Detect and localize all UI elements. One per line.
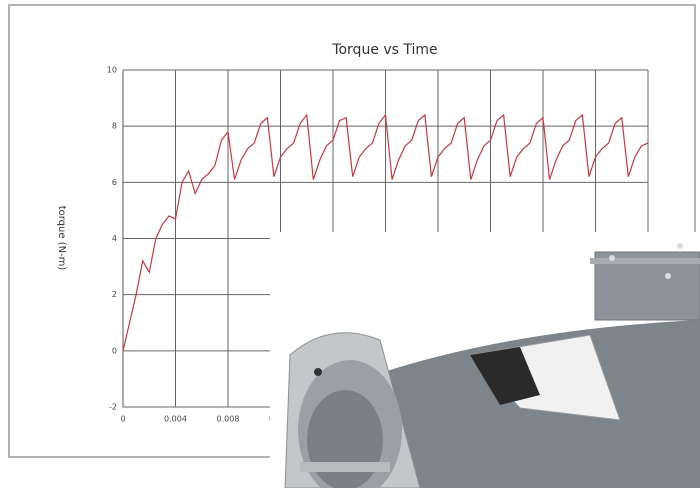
y-tick-label: 8 bbox=[112, 122, 117, 131]
chart: Torque vs Time torque (N-m) -2024681000.… bbox=[0, 0, 700, 488]
x-tick-label: 0 bbox=[120, 415, 125, 424]
y-tick-label: 6 bbox=[112, 178, 117, 187]
x-tick-label: 0.004 bbox=[164, 415, 187, 424]
y-tick-label: 2 bbox=[112, 290, 117, 299]
motor-photo bbox=[270, 232, 700, 488]
y-tick-label: 10 bbox=[107, 66, 117, 75]
chart-title: Torque vs Time bbox=[331, 42, 437, 58]
y-tick-label: -2 bbox=[109, 403, 117, 412]
y-tick-label: 4 bbox=[112, 234, 117, 243]
y-tick-label: 0 bbox=[112, 346, 117, 355]
x-tick-label: 0.008 bbox=[217, 415, 240, 424]
y-axis-label: torque (N-m) bbox=[56, 206, 67, 271]
